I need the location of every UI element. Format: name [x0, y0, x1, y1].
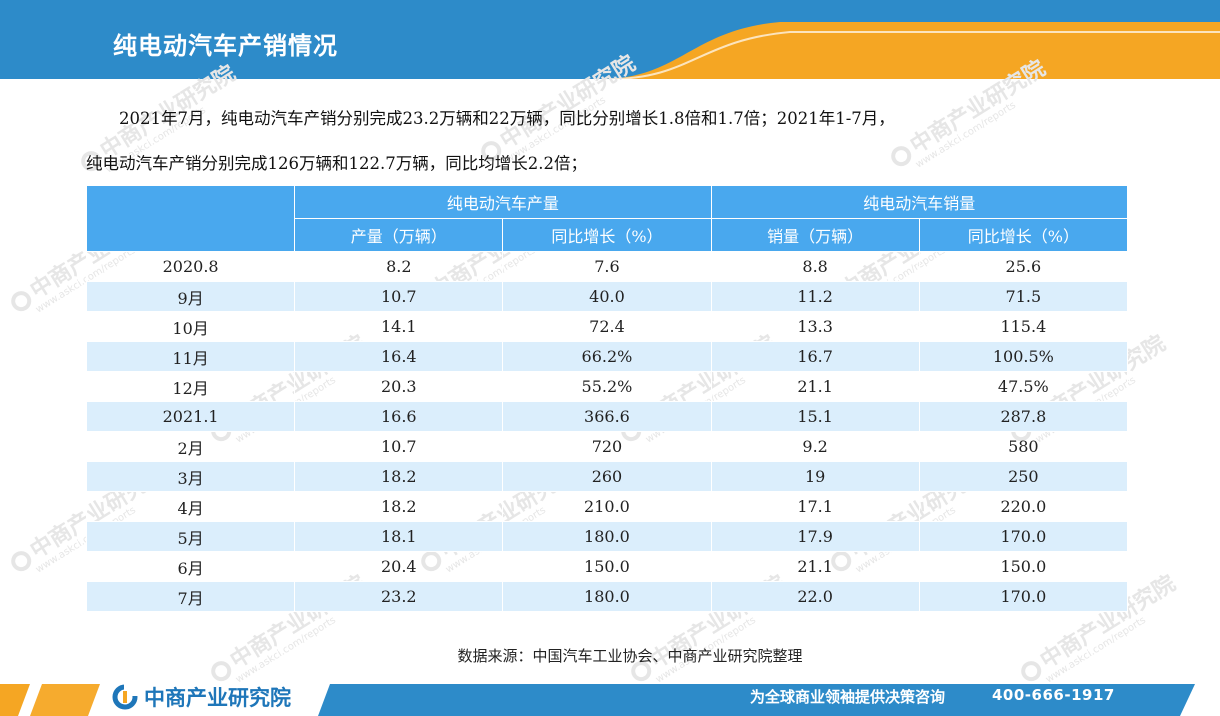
intro-line-2: 纯电动汽车产销分别完成126万辆和122.7万辆，同比均增长2.2倍； — [86, 154, 587, 173]
period-cell: 5月 — [85, 521, 296, 552]
intro-paragraph: 2021年7月，纯电动汽车产销分别完成23.2万辆和22万辆，同比分别增长1.8… — [86, 96, 1146, 186]
period-cell: 7月 — [85, 581, 296, 612]
sales-cell: 15.1 — [710, 401, 920, 432]
sales-growth-cell: 150.0 — [918, 551, 1129, 582]
footer-bar — [0, 684, 1220, 716]
production-cell: 18.1 — [294, 521, 504, 552]
table-row: 9月 10.7 40.0 11.2 71.5 — [85, 281, 1129, 312]
sales-cell: 22.0 — [710, 581, 920, 612]
period-cell: 4月 — [85, 491, 296, 522]
sales-cell: 19 — [710, 461, 920, 492]
period-cell: 9月 — [85, 281, 296, 312]
intro-line-1: 2021年7月，纯电动汽车产销分别完成23.2万辆和22万辆，同比分别增长1.8… — [119, 109, 895, 128]
footer-brand: 中商产业研究院 — [112, 683, 291, 711]
watermark-logo-icon — [7, 547, 35, 575]
production-cell: 20.3 — [294, 371, 504, 402]
table-row: 2020.8 8.2 7.6 8.8 25.6 — [85, 251, 1129, 282]
period-cell: 11月 — [85, 341, 296, 372]
production-cell: 14.1 — [294, 311, 504, 342]
sales-growth-cell: 220.0 — [918, 491, 1129, 522]
sales-growth-cell: 250 — [918, 461, 1129, 492]
table-group-header-row: 纯电动汽车产量 纯电动汽车销量 — [85, 185, 1129, 252]
period-cell: 6月 — [85, 551, 296, 582]
table-row: 6月 20.4 150.0 21.1 150.0 — [85, 551, 1129, 582]
sales-column-header: 销量（万辆） — [710, 218, 920, 252]
production-cell: 23.2 — [294, 581, 504, 612]
sales-cell: 8.8 — [710, 251, 920, 282]
sales-cell: 17.9 — [710, 521, 920, 552]
period-cell: 10月 — [85, 311, 296, 342]
sales-growth-cell: 100.5% — [918, 341, 1129, 372]
production-growth-cell: 720 — [502, 431, 712, 462]
period-cell: 2020.8 — [85, 251, 296, 282]
sales-growth-cell: 47.5% — [918, 371, 1129, 402]
production-cell: 16.6 — [294, 401, 504, 432]
period-cell: 3月 — [85, 461, 296, 492]
production-growth-cell: 55.2% — [502, 371, 712, 402]
table-row: 10月 14.1 72.4 13.3 115.4 — [85, 311, 1129, 342]
production-growth-cell: 150.0 — [502, 551, 712, 582]
sales-cell: 13.3 — [710, 311, 920, 342]
watermark-logo-icon — [7, 287, 35, 315]
table-row: 7月 23.2 180.0 22.0 170.0 — [85, 581, 1129, 612]
period-header — [85, 185, 296, 252]
table-row: 2月 10.7 720 9.2 580 — [85, 431, 1129, 462]
production-growth-cell: 40.0 — [502, 281, 712, 312]
table-row: 11月 16.4 66.2% 16.7 100.5% — [85, 341, 1129, 372]
sales-growth-cell: 287.8 — [918, 401, 1129, 432]
production-cell: 20.4 — [294, 551, 504, 582]
production-growth-cell: 72.4 — [502, 311, 712, 342]
production-growth-cell: 260 — [502, 461, 712, 492]
production-growth-cell: 180.0 — [502, 521, 712, 552]
page-title: 纯电动汽车产销情况 — [113, 32, 338, 60]
production-cell: 8.2 — [294, 251, 504, 282]
production-cell: 10.7 — [294, 281, 504, 312]
production-growth-cell: 180.0 — [502, 581, 712, 612]
production-column-header: 产量（万辆） — [294, 218, 504, 252]
production-sales-table: 纯电动汽车产量 纯电动汽车销量 产量（万辆） 同比增长（%） 销量（万辆） 同比… — [85, 185, 1129, 612]
sales-cell: 21.1 — [710, 371, 920, 402]
production-cell: 16.4 — [294, 341, 504, 372]
sales-cell: 21.1 — [710, 551, 920, 582]
production-cell: 10.7 — [294, 431, 504, 462]
table-row: 5月 18.1 180.0 17.9 170.0 — [85, 521, 1129, 552]
sales-growth-cell: 25.6 — [918, 251, 1129, 282]
table-row: 4月 18.2 210.0 17.1 220.0 — [85, 491, 1129, 522]
sales-cell: 17.1 — [710, 491, 920, 522]
brand-logo-icon — [112, 684, 138, 710]
table-row: 12月 20.3 55.2% 21.1 47.5% — [85, 371, 1129, 402]
sales-group-header: 纯电动汽车销量 — [710, 185, 1129, 219]
sales-growth-cell: 580 — [918, 431, 1129, 462]
production-growth-cell: 66.2% — [502, 341, 712, 372]
footer-slogan: 为全球商业领袖提供决策咨询 — [750, 688, 946, 706]
sales-growth-cell: 170.0 — [918, 581, 1129, 612]
period-cell: 2021.1 — [85, 401, 296, 432]
period-cell: 2月 — [85, 431, 296, 462]
sales-growth-cell: 170.0 — [918, 521, 1129, 552]
header-accent-shape — [600, 22, 1220, 79]
brand-name: 中商产业研究院 — [144, 686, 291, 710]
footer-phone: 400-666-1917 — [992, 686, 1115, 704]
sales-cell: 11.2 — [710, 281, 920, 312]
table-row: 2021.1 16.6 366.6 15.1 287.8 — [85, 401, 1129, 432]
production-growth-cell: 7.6 — [502, 251, 712, 282]
production-growth-cell: 366.6 — [502, 401, 712, 432]
table-column-header-row: 产量（万辆） 同比增长（%） 销量（万辆） 同比增长（%） — [87, 218, 1129, 252]
sales-growth-cell: 115.4 — [918, 311, 1129, 342]
data-source-note: 数据来源：中国汽车工业协会、中商产业研究院整理 — [457, 647, 803, 665]
table-row: 3月 18.2 260 19 250 — [85, 461, 1129, 492]
production-growth-column-header: 同比增长（%） — [502, 218, 712, 252]
table-body: 2020.8 8.2 7.6 8.8 25.6 9月 10.7 40.0 11.… — [85, 251, 1129, 612]
sales-growth-column-header: 同比增长（%） — [918, 218, 1129, 252]
period-cell: 12月 — [85, 371, 296, 402]
production-growth-cell: 210.0 — [502, 491, 712, 522]
page-header: 纯电动汽车产销情况 — [0, 0, 1220, 79]
production-group-header: 纯电动汽车产量 — [294, 185, 712, 219]
footer-shapes — [0, 684, 1220, 716]
sales-growth-cell: 71.5 — [918, 281, 1129, 312]
sales-cell: 16.7 — [710, 341, 920, 372]
sales-cell: 9.2 — [710, 431, 920, 462]
production-cell: 18.2 — [294, 491, 504, 522]
production-cell: 18.2 — [294, 461, 504, 492]
